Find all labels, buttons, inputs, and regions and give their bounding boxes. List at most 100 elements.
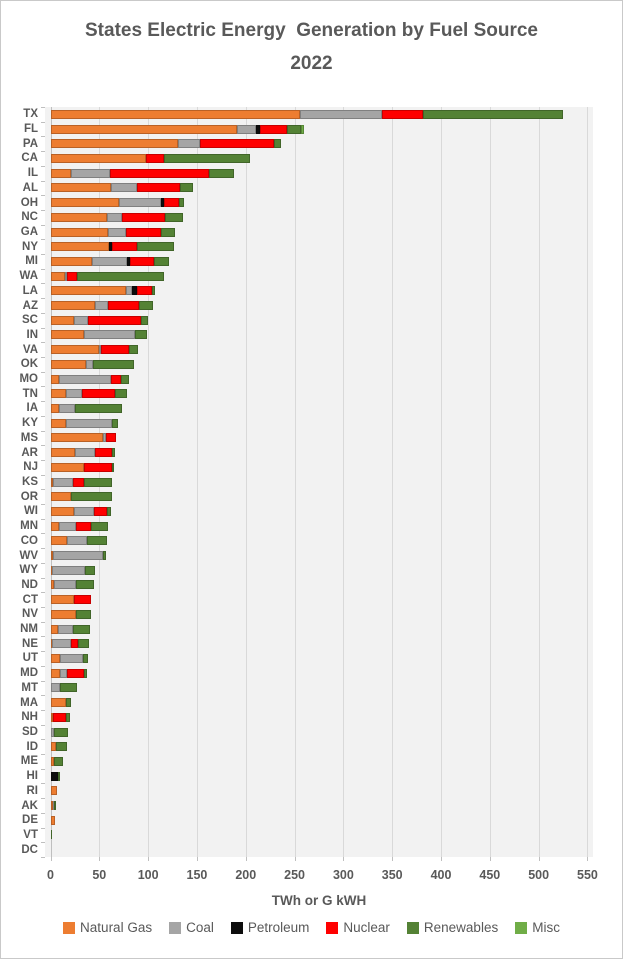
bar-segment-natural-gas: [50, 477, 54, 487]
x-axis-tick-label: 0: [47, 868, 54, 882]
bar-segment-natural-gas: [50, 580, 55, 590]
bar-segment-natural-gas: [50, 801, 54, 811]
bar-segment-nuclear: [106, 433, 116, 443]
bar-segment-renewables: [66, 712, 70, 722]
y-axis-tick: [41, 592, 45, 593]
bar-segment-natural-gas: [50, 624, 59, 634]
bar-segment-petroleum: [126, 256, 130, 266]
bar-segment-natural-gas: [50, 786, 58, 796]
y-axis-label-ak: AK: [21, 799, 38, 812]
bar-segment-natural-gas: [50, 462, 84, 472]
bar-tx: [45, 109, 593, 119]
legend: Natural Gas Coal Petroleum Nuclear Renewable…: [1, 920, 622, 935]
y-axis-tick: [41, 754, 45, 755]
bar-ar: [45, 448, 593, 458]
bar-segment-coal: [74, 448, 96, 458]
bar-ok: [45, 359, 593, 369]
bar-in: [45, 330, 593, 340]
y-axis-tick: [41, 533, 45, 534]
y-axis-label-ga: GA: [20, 226, 38, 238]
bar-segment-renewables: [137, 242, 174, 252]
y-axis-tick: [41, 372, 45, 373]
y-axis-label-oh: OH: [20, 196, 38, 209]
bar-mi: [45, 256, 593, 266]
bar-segment-petroleum: [160, 198, 164, 208]
bar-segment-coal: [300, 109, 383, 119]
gridline: [196, 107, 198, 857]
y-axis-label-az: AZ: [22, 299, 38, 312]
bar-segment-renewables: [153, 256, 169, 266]
legend-label: Petroleum: [247, 920, 310, 935]
bar-segment-renewables: [82, 653, 88, 663]
y-axis-tick: [41, 269, 45, 270]
bar-segment-natural-gas: [50, 536, 68, 546]
bar-segment-renewables: [60, 683, 77, 693]
bar-segment-renewables: [114, 389, 127, 399]
bar-segment-nuclear: [129, 256, 154, 266]
legend-item-coal: Coal: [169, 920, 214, 935]
y-axis-tick: [41, 636, 45, 637]
bar-segment-renewables: [84, 565, 96, 575]
bar-nh: [45, 712, 593, 722]
bar-segment-renewables: [141, 315, 149, 325]
y-axis-label-nv: NV: [22, 608, 38, 621]
bar-segment-natural-gas: [50, 668, 61, 678]
bar-ky: [45, 418, 593, 428]
y-axis-tick: [41, 225, 45, 226]
y-axis-tick: [41, 666, 45, 667]
y-axis-label-me: ME: [20, 755, 38, 768]
bar-segment-natural-gas: [50, 595, 74, 605]
bar-segment-natural-gas: [50, 139, 179, 149]
bar-ri: [45, 786, 593, 796]
y-axis-label-or: OR: [20, 490, 38, 503]
y-axis-label-ri: RI: [26, 784, 39, 797]
gridline: [294, 107, 296, 857]
bar-segment-coal: [103, 433, 107, 443]
bar-segment-natural-gas: [50, 345, 100, 355]
y-axis-label-ca: CA: [21, 152, 38, 165]
bar-segment-coal: [125, 286, 132, 296]
x-axis-title: TWh or G kWH: [271, 893, 367, 908]
bar-md: [45, 668, 593, 678]
bar-segment-nuclear: [94, 506, 108, 516]
y-axis-tick: [41, 563, 45, 564]
y-axis-tick: [41, 357, 45, 358]
x-axis-tick-label: 200: [235, 868, 257, 882]
legend-item-nuclear: Nuclear: [326, 920, 390, 935]
y-axis-label-nc: NC: [21, 211, 38, 224]
bar-segment-renewables: [135, 330, 148, 340]
y-axis-tick: [41, 475, 45, 476]
bar-segment-renewables: [112, 448, 115, 458]
bar-segment-renewables: [56, 742, 68, 752]
bar-segment-natural-gas: [50, 727, 52, 737]
gridline: [587, 107, 589, 857]
bar-segment-renewables: [54, 756, 64, 766]
bar-segment-nuclear: [67, 668, 84, 678]
y-axis-tick: [41, 386, 45, 387]
y-axis-tick: [41, 681, 45, 682]
bar-segment-natural-gas: [50, 374, 60, 384]
bar-segment-renewables: [72, 624, 90, 634]
bar-segment-coal: [53, 801, 55, 811]
bar-segment-nuclear: [67, 271, 77, 281]
bar-ga: [45, 227, 593, 237]
bar-segment-coal: [59, 374, 112, 384]
bar-segment-coal: [59, 521, 76, 531]
bar-segment-coal: [60, 653, 83, 663]
bar-segment-nuclear: [121, 212, 165, 222]
bar-segment-coal: [54, 580, 76, 590]
bar-segment-coal: [108, 227, 126, 237]
y-axis-label-ia: IA: [26, 402, 39, 415]
x-axis-tick-label: 300: [332, 868, 354, 882]
gridline: [392, 107, 394, 857]
bar-segment-renewables: [66, 698, 71, 708]
bar-segment-renewables: [90, 521, 109, 531]
bar-az: [45, 301, 593, 311]
bar-segment-renewables: [139, 301, 153, 311]
bar-segment-nuclear: [71, 639, 78, 649]
bar-ak: [45, 801, 593, 811]
bar-segment-natural-gas: [50, 492, 71, 502]
bar-segment-renewables: [58, 771, 61, 781]
bar-segment-natural-gas: [50, 227, 109, 237]
y-axis-label-ma: MA: [20, 696, 38, 709]
